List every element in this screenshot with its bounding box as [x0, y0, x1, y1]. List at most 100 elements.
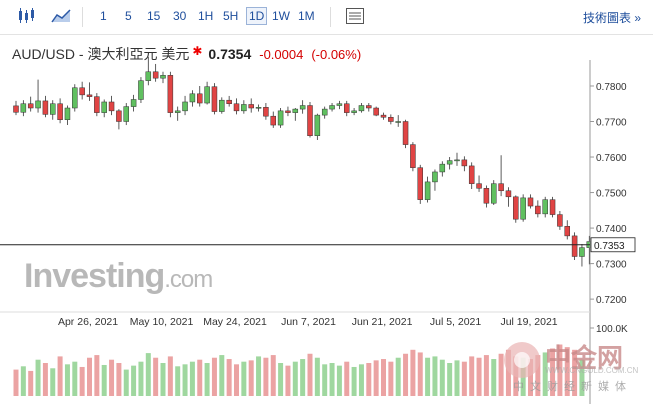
candle-body	[35, 100, 41, 109]
candle-body	[86, 94, 93, 97]
volume-bar	[454, 360, 460, 396]
candlestick-icon[interactable]	[16, 6, 38, 26]
volume-bar	[528, 359, 533, 396]
volume-bar	[226, 359, 232, 396]
range-1m-button[interactable]: 1	[100, 9, 107, 23]
x-tick-label: Jun 7, 2021	[281, 316, 336, 328]
range-15m-button[interactable]: 15	[147, 9, 161, 23]
candle-body	[535, 205, 541, 215]
candle-body	[42, 100, 49, 115]
range-1month-button[interactable]: 1M	[298, 9, 315, 23]
y-tick-label: 0.7400	[596, 224, 627, 235]
candle-body	[57, 103, 63, 120]
volume-bar	[42, 363, 48, 396]
candle-body	[160, 75, 166, 79]
range-1d-button[interactable]: 1D	[246, 7, 268, 25]
y-tick-label: 0.7500	[596, 189, 627, 200]
volume-bar	[483, 355, 489, 396]
candle-body	[248, 104, 254, 109]
candle-body	[446, 160, 453, 165]
volume-bar	[292, 361, 298, 396]
candle-body	[108, 101, 115, 112]
range-5m-button[interactable]: 5	[125, 9, 132, 23]
volume-bar	[131, 365, 137, 396]
candle-body	[579, 247, 585, 257]
volume-bar	[219, 355, 225, 396]
candle-body	[513, 196, 519, 220]
volume-bar	[263, 357, 269, 396]
volume-bar	[28, 370, 34, 396]
volume-bar	[358, 364, 364, 396]
candle-body	[145, 71, 152, 81]
toolbar-separator	[330, 7, 331, 27]
candle-body	[101, 101, 107, 113]
candle-body	[505, 190, 512, 198]
volume-bar	[153, 357, 159, 396]
volume-bar	[50, 368, 56, 396]
volume-bar	[344, 361, 350, 396]
candle-body	[336, 103, 343, 106]
volume-bar	[447, 363, 453, 396]
candle-body	[50, 103, 56, 115]
candle-body	[373, 107, 379, 116]
range-5h-button[interactable]: 5H	[223, 9, 239, 23]
volume-bar	[505, 349, 511, 396]
candle-body	[277, 110, 284, 126]
candle-body	[366, 105, 372, 109]
candle-body	[226, 99, 232, 104]
volume-bar	[197, 359, 203, 396]
x-tick-label: Jul 5, 2021	[430, 316, 482, 328]
candle-body	[219, 99, 225, 112]
area-chart-icon[interactable]	[50, 6, 72, 26]
volume-bar	[35, 359, 41, 396]
candle-body	[520, 197, 526, 220]
volume-bar	[491, 359, 497, 396]
y-tick-label: 0.7700	[596, 118, 627, 129]
volume-bar	[109, 359, 115, 396]
volume-bar	[336, 365, 342, 396]
candle-body	[314, 114, 321, 136]
technical-chart-link[interactable]: 技術圖表 »	[582, 11, 641, 25]
candle-body	[432, 171, 438, 183]
candle-body	[64, 107, 71, 120]
volume-bar	[204, 363, 210, 396]
candle-body	[20, 103, 27, 113]
volume-bar	[270, 355, 276, 396]
candle-body	[130, 99, 137, 107]
volume-bar	[498, 353, 504, 396]
volume-bar	[79, 366, 85, 396]
candle-body	[241, 104, 247, 112]
candle-body	[211, 86, 218, 112]
last-price: 0.7354	[208, 46, 252, 62]
candle-body	[167, 75, 174, 113]
volume-bar	[351, 366, 357, 396]
volume-bar	[557, 344, 563, 396]
volume-bar	[145, 353, 151, 396]
candle-body	[72, 87, 78, 109]
investing-watermark: Investing.com	[24, 257, 213, 296]
candle-body	[152, 71, 159, 79]
range-1h-button[interactable]: 1H	[198, 9, 214, 23]
volume-bar	[138, 361, 144, 396]
volume-bar	[211, 357, 217, 396]
x-tick-label: May 24, 2021	[203, 316, 267, 328]
volume-bar	[542, 352, 548, 396]
candle-body	[527, 197, 534, 207]
x-tick-label: Jun 21, 2021	[352, 316, 413, 328]
candle-body	[468, 165, 475, 184]
cngold-watermark-subtitle: 中文财经新媒体	[513, 381, 632, 393]
volume-bar	[417, 352, 423, 396]
candle-body	[351, 110, 357, 113]
volume-bar	[373, 360, 379, 396]
volume-bar	[20, 366, 26, 396]
candle-body	[13, 105, 19, 113]
range-30m-button[interactable]: 30	[173, 9, 187, 23]
candle-body	[417, 167, 423, 200]
candle-body	[483, 188, 490, 204]
range-1w-button[interactable]: 1W	[272, 9, 290, 23]
candle-body	[299, 105, 306, 110]
indicators-icon[interactable]	[344, 6, 366, 26]
x-tick-label: Apr 26, 2021	[58, 316, 118, 328]
volume-bar	[476, 357, 482, 396]
